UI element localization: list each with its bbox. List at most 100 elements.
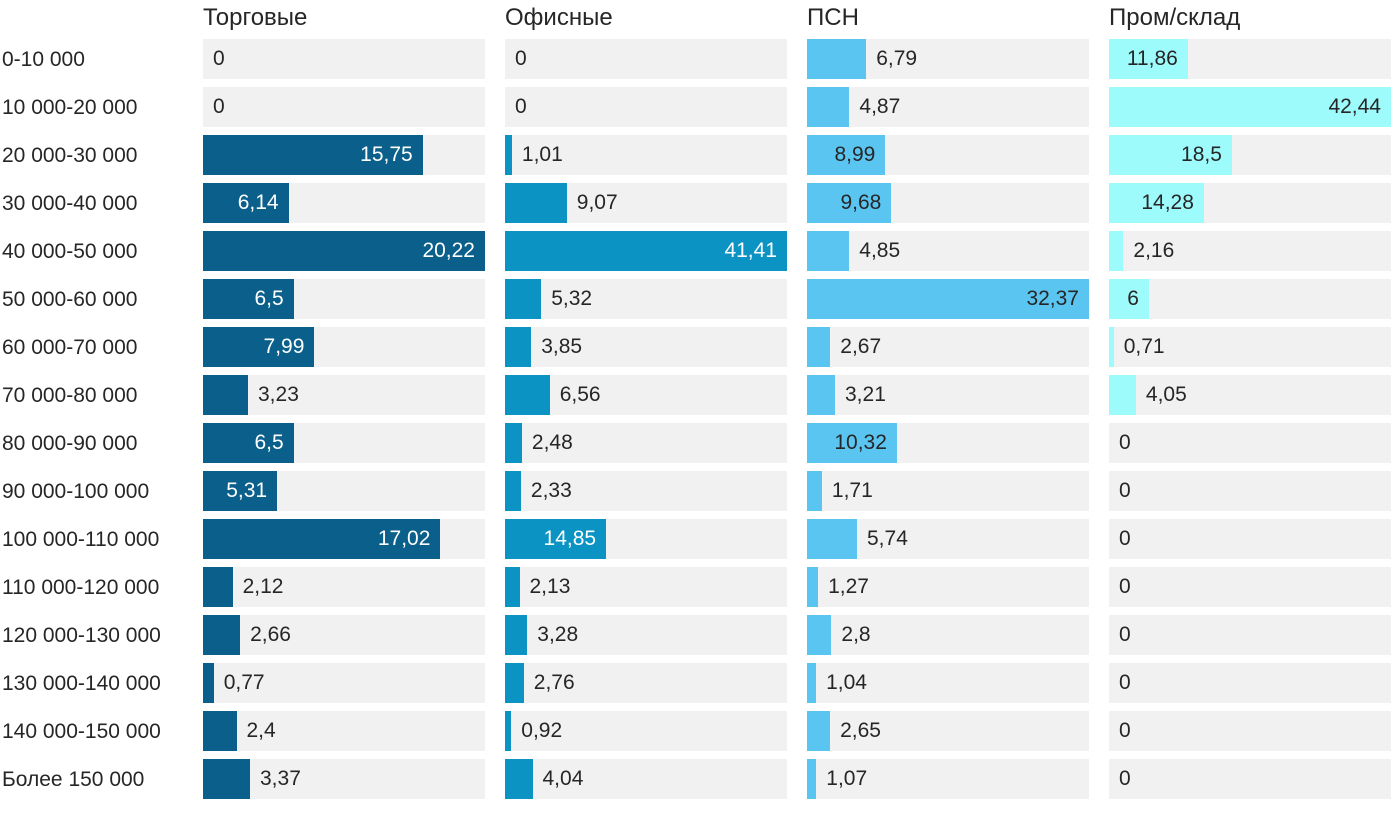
bar-value-label: 11,86 <box>1126 47 1178 70</box>
bar-track: 3,37 <box>203 759 485 799</box>
bar-fill <box>505 759 533 799</box>
bar-value-label: 3,21 <box>845 383 886 406</box>
bar-value-label: 6,5 <box>254 431 284 454</box>
bar-fill <box>505 567 520 607</box>
bar-fill <box>203 567 233 607</box>
bar-fill <box>203 375 248 415</box>
bar-value-label: 7,99 <box>263 335 305 358</box>
bar-track: 20,22 <box>203 231 485 271</box>
bar-track: 5,74 <box>807 519 1089 559</box>
bar-value-label: 2,16 <box>1133 239 1175 262</box>
bar-track: 8,99 <box>807 135 1089 175</box>
bar-track: 42,44 <box>1109 87 1391 127</box>
bar-fill <box>807 375 835 415</box>
bar-track: 6,5 <box>203 423 485 463</box>
bar-value-label: 1,04 <box>826 671 867 694</box>
bar-value-label: 2,4 <box>246 719 276 742</box>
bar-value-label: 0 <box>1119 575 1131 598</box>
bar-value-label: 1,27 <box>828 575 869 598</box>
row-label: 80 000-90 000 <box>2 431 138 455</box>
bar-fill <box>505 519 607 559</box>
row-label: 10 000-20 000 <box>2 95 138 119</box>
column-header-2: Офисные <box>505 3 613 31</box>
bar-value-label: 8,99 <box>834 143 876 166</box>
bar-track: 3,23 <box>203 375 485 415</box>
bar-value-label: 3,37 <box>260 767 301 790</box>
bar-track: 3,21 <box>807 375 1089 415</box>
bar-value-label: 2,76 <box>533 671 575 694</box>
bar-track: 4,85 <box>807 231 1089 271</box>
bar-fill <box>1109 279 1149 319</box>
bar-fill <box>505 711 512 751</box>
bar-value-label: 9,68 <box>840 191 882 214</box>
bar-value-label: 0 <box>515 95 527 118</box>
bar-track: 0 <box>1109 423 1391 463</box>
bar-track: 41,41 <box>505 231 787 271</box>
bar-track: 2,67 <box>807 327 1089 367</box>
bar-value-label: 6 <box>1127 287 1139 310</box>
bar-fill <box>505 423 522 463</box>
bar-track: 14,28 <box>1109 183 1391 223</box>
bar-fill <box>505 327 532 367</box>
bar-value-label: 0 <box>213 95 225 118</box>
bar-track: 5,32 <box>505 279 787 319</box>
bar-track: 0 <box>1109 519 1391 559</box>
bar-fill <box>1109 327 1114 367</box>
bar-fill <box>807 663 817 703</box>
bar-value-label: 14,28 <box>1141 191 1194 214</box>
bar-fill <box>203 327 315 367</box>
bar-track: 0 <box>203 87 485 127</box>
row-label: 100 000-110 000 <box>2 527 160 551</box>
bar-value-label: 0 <box>1119 431 1131 454</box>
bar-fill <box>505 183 567 223</box>
bar-track: 6,14 <box>203 183 485 223</box>
bar-fill <box>505 615 528 655</box>
bar-track: 18,5 <box>1109 135 1391 175</box>
bar-value-label: 42,44 <box>1328 95 1381 118</box>
row-label: 0-10 000 <box>2 47 85 71</box>
bar-value-label: 2,67 <box>840 335 882 358</box>
bar-track: 11,86 <box>1109 39 1391 79</box>
bar-track: 17,02 <box>203 519 485 559</box>
bar-fill <box>203 519 441 559</box>
bar-track: 4,04 <box>505 759 787 799</box>
bar-fill <box>203 711 237 751</box>
bar-track: 1,71 <box>807 471 1089 511</box>
bar-value-label: 3,23 <box>258 383 299 406</box>
bar-value-label: 0,92 <box>521 719 563 742</box>
bar-fill <box>203 135 423 175</box>
bar-track: 2,8 <box>807 615 1089 655</box>
bar-track: 15,75 <box>203 135 485 175</box>
bar-value-label: 0 <box>1119 719 1131 742</box>
bar-value-label: 17,02 <box>377 527 431 550</box>
bar-value-label: 0 <box>1119 479 1131 502</box>
bar-fill <box>203 183 289 223</box>
bar-fill <box>1109 375 1136 415</box>
bar-track: 0,77 <box>203 663 485 703</box>
bar-track: 2,48 <box>505 423 787 463</box>
bar-value-label: 10,32 <box>834 431 887 454</box>
row-label: 30 000-40 000 <box>2 191 138 215</box>
bar-fill <box>505 663 524 703</box>
bar-track: 2,65 <box>807 711 1089 751</box>
bar-track: 1,07 <box>807 759 1089 799</box>
bar-fill <box>203 423 294 463</box>
bar-track: 9,07 <box>505 183 787 223</box>
bar-value-label: 6,56 <box>559 383 601 406</box>
bar-track: 2,76 <box>505 663 787 703</box>
bar-value-label: 0,77 <box>223 671 265 694</box>
bar-value-label: 3,28 <box>537 623 579 646</box>
bar-fill <box>807 39 867 79</box>
bar-fill <box>807 711 831 751</box>
bar-value-label: 4,87 <box>859 95 901 118</box>
bar-value-label: 1,07 <box>826 767 868 790</box>
bar-track: 0 <box>1109 663 1391 703</box>
bar-value-label: 4,85 <box>859 239 901 262</box>
bar-track: 0 <box>1109 567 1391 607</box>
bar-track: 2,4 <box>203 711 485 751</box>
bar-value-label: 1,01 <box>521 143 563 166</box>
bar-fill <box>1109 135 1232 175</box>
bar-value-label: 6,79 <box>876 47 918 70</box>
bar-value-label: 2,48 <box>531 431 573 454</box>
bar-value-label: 14,85 <box>543 527 597 550</box>
